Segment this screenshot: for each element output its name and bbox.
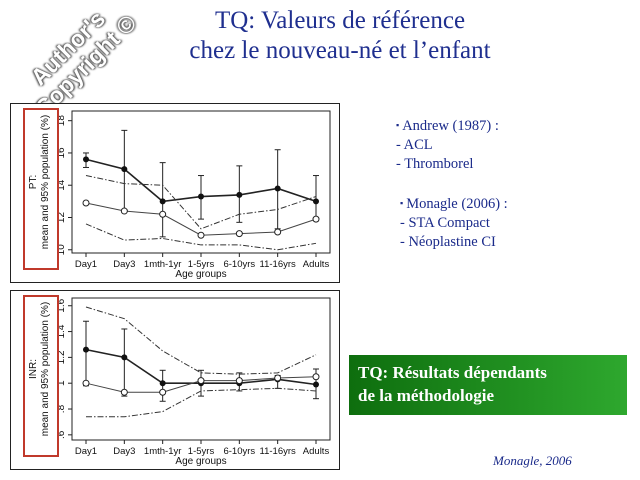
data-point: [83, 156, 89, 163]
data-point: [159, 380, 166, 387]
data-point: [159, 210, 167, 218]
reference-item: - STA Compact: [400, 215, 490, 231]
y-tick-label: 18: [56, 115, 67, 127]
data-point: [197, 377, 205, 385]
x-tick-label: 11-16yrs: [260, 259, 297, 270]
x-tick-label: 11-16yrs: [260, 446, 297, 457]
data-point: [159, 388, 167, 396]
data-point: [312, 373, 320, 381]
x-tick-label: 1-5yrs: [188, 446, 215, 457]
data-point: [121, 354, 128, 361]
result-line-2: de la méthodologie: [358, 386, 494, 405]
inr-chart-svg: .6 .8 1 1.2 1.4 1.6 Day1 Day3 1mth-1yr 1-5yrs 6-10…: [10, 290, 340, 470]
title-line-2: chez le nouveau-né et l’enfant: [189, 37, 491, 64]
data-point: [159, 198, 166, 205]
data-point: [198, 193, 204, 200]
bullet-icon: ▪: [396, 120, 400, 130]
data-point: [197, 231, 205, 239]
result-line-1: TQ: Résultats dépendants: [358, 363, 547, 382]
x-axis-label: Age groups: [175, 456, 226, 467]
data-point: [121, 166, 128, 173]
series-line: [85, 175, 317, 230]
x-tick-label: Day3: [113, 259, 135, 270]
y-label-highlight: [23, 295, 59, 457]
references-list: ▪ Andrew (1987) : - ACL - Thromborel ▪ Mon…: [396, 116, 508, 252]
y-tick-label: 1: [56, 380, 67, 386]
result-callout: TQ: Résultats dépendants de la méthodolo…: [349, 355, 627, 415]
y-tick-label: 16: [56, 147, 67, 159]
data-point: [236, 191, 243, 198]
data-point: [120, 207, 128, 215]
data-point: [82, 379, 90, 387]
data-point: [274, 185, 281, 192]
y-label-highlight: [23, 108, 59, 270]
x-tick-label: Adults: [303, 259, 330, 270]
pt-chart: 10 12 14 16 18 Day1 Day3 1mth-1yr 1-5yrs 6-10yrs 1…: [10, 103, 340, 288]
data-point: [313, 198, 319, 205]
chart-frame: [10, 290, 340, 470]
y-tick-label: .8: [56, 404, 67, 413]
reference-item: - Thromborel: [396, 156, 474, 172]
data-point: [235, 230, 243, 238]
reference-monagle: ▪ Monagle (2006) :: [400, 196, 508, 212]
data-point: [274, 228, 282, 236]
pt-chart-svg: 10 12 14 16 18 Day1 Day3 1mth-1yr 1-5yrs 6-10yrs 1…: [10, 103, 340, 283]
data-point: [120, 388, 128, 396]
x-tick-label: 6-10yrs: [223, 259, 255, 270]
x-tick-label: 6-10yrs: [223, 446, 255, 457]
y-axis-label: mean and 95% population (%): [40, 302, 51, 437]
slide-title: TQ: Valeurs de référence chez le nouveau…: [130, 6, 550, 66]
y-tick-label: 10: [56, 244, 67, 256]
x-tick-label: Day3: [113, 446, 135, 457]
y-axis-label: INR:: [28, 359, 39, 379]
title-line-1: TQ: Valeurs de référence: [214, 7, 466, 34]
data-point: [83, 346, 89, 353]
y-tick-label: 1.6: [56, 298, 67, 312]
x-tick-label: Day1: [75, 259, 97, 270]
series-line: [86, 387, 317, 418]
x-tick-label: Day1: [75, 446, 97, 457]
citation: Monagle, 2006: [493, 453, 572, 468]
y-axis-label: mean and 95% population (%): [40, 115, 51, 250]
x-tick-label: 1-5yrs: [188, 259, 215, 270]
y-tick-label: 14: [56, 179, 67, 191]
reference-item: - Néoplastine CI: [400, 234, 496, 250]
x-tick-label: 1mth-1yr: [144, 446, 181, 457]
data-point: [235, 377, 243, 385]
data-point: [313, 381, 319, 388]
data-point: [274, 374, 282, 382]
series-line: [85, 223, 317, 251]
data-point: [82, 199, 90, 207]
y-tick-label: .6: [56, 430, 67, 439]
x-axis-label: Age groups: [175, 269, 226, 280]
reference-andrew: ▪ Andrew (1987) :: [396, 118, 499, 134]
x-tick-label: Adults: [303, 446, 330, 457]
y-tick-label: 1.4: [56, 324, 67, 338]
y-axis-label: PT:: [28, 175, 39, 189]
bullet-icon: ▪: [400, 198, 404, 208]
y-tick-label: 12: [56, 212, 67, 224]
data-point: [312, 215, 320, 223]
inr-chart: .6 .8 1 1.2 1.4 1.6 Day1 Day3 1mth-1yr 1-5yrs 6-10…: [10, 290, 340, 475]
x-tick-label: 1mth-1yr: [144, 259, 181, 270]
y-tick-label: 1.2: [56, 350, 67, 364]
series-line: [85, 306, 317, 375]
reference-item: - ACL: [396, 137, 433, 153]
